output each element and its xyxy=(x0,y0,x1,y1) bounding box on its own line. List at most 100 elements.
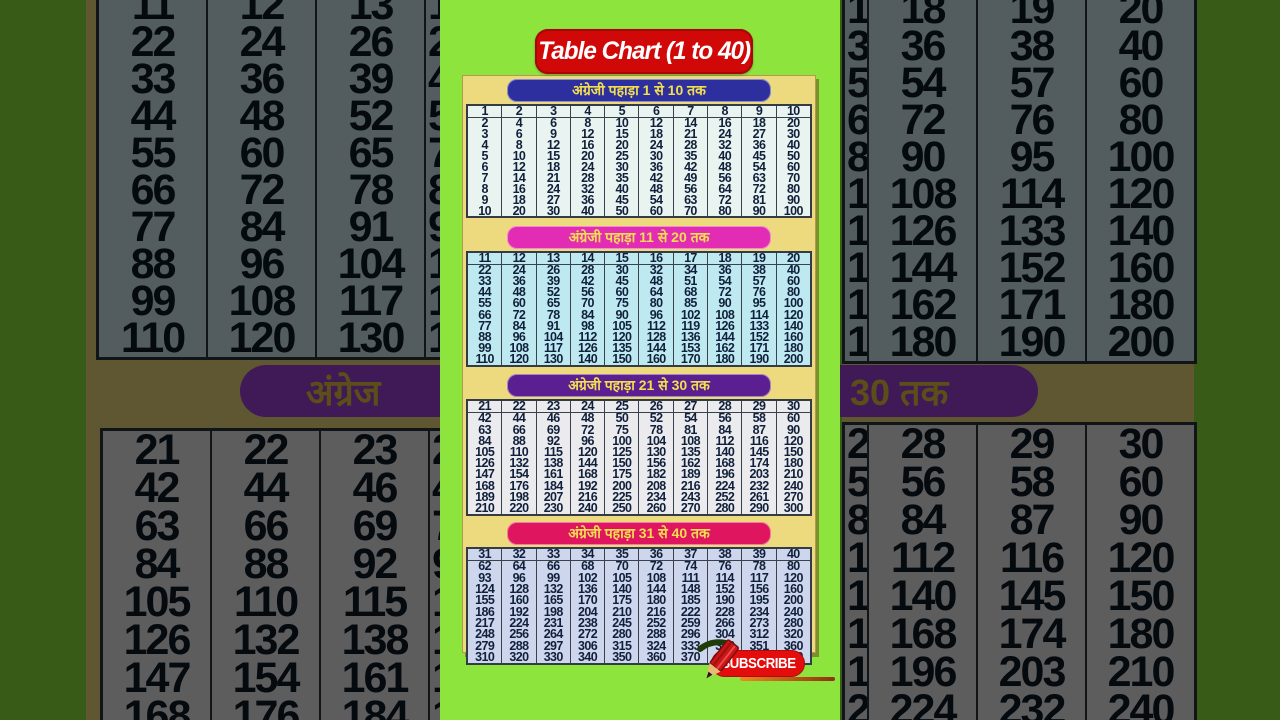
table-column: 32 64 96 128 160 192 224 256 288 320 xyxy=(502,548,537,663)
table-cell: 48 xyxy=(718,160,732,174)
table-cell: 81 xyxy=(752,193,766,207)
table-cell: 36 xyxy=(752,138,766,152)
subscribe-label: SUBSCRIBE xyxy=(720,655,796,672)
table-cell: 60 xyxy=(786,274,800,289)
table-cell: 175 xyxy=(612,467,632,482)
table-cell: 31 xyxy=(468,548,502,562)
table-column: 8 16 24 32 40 48 56 64 72 80 xyxy=(708,105,743,217)
table-cell: 6 xyxy=(481,160,488,174)
table-cell: 156 xyxy=(749,582,769,597)
table-cell: 90 xyxy=(718,296,732,311)
table-cell: 184 xyxy=(341,692,410,720)
table-cell: 217 xyxy=(475,615,495,630)
table-column: 20 40 60 80 100 120 140 160 180 200 xyxy=(1087,0,1194,364)
table-cell: 68 xyxy=(684,285,697,300)
table-cell: 153 xyxy=(847,281,869,329)
table-cell: 130 xyxy=(543,351,564,366)
table-cell: 132 xyxy=(232,616,301,664)
table-cell: 64 xyxy=(718,182,732,196)
table-cell: 90 xyxy=(786,422,800,437)
table-cell: 192 xyxy=(578,478,598,493)
table-cell: 72 xyxy=(718,193,732,207)
table-cell: 154 xyxy=(509,467,529,482)
table-cell: 203 xyxy=(749,467,769,482)
table-cell: 48 xyxy=(512,285,526,300)
table-cell: 63 xyxy=(684,193,697,207)
table-cell: 88 xyxy=(512,433,526,448)
table-cell: 18 xyxy=(900,0,947,33)
table-cell: 154 xyxy=(232,654,301,702)
table-cell: 87 xyxy=(752,422,766,437)
table-cell: 68 xyxy=(847,96,869,144)
table-cell: 102 xyxy=(847,170,869,218)
table-cell: 203 xyxy=(998,648,1067,696)
table-cell: 196 xyxy=(889,648,958,696)
band-text: अंग्रेज xyxy=(306,371,381,413)
table-cell: 161 xyxy=(341,654,410,702)
table-cell: 68 xyxy=(581,559,594,574)
table-cell: 34 xyxy=(684,263,697,278)
table-cell: 50 xyxy=(786,149,800,163)
table-cell: 112 xyxy=(890,534,956,582)
table-cell: 105 xyxy=(475,444,495,459)
table-cell: 180 xyxy=(646,593,667,608)
table-cell: 180 xyxy=(783,340,804,355)
table-cell: 40 xyxy=(581,204,594,218)
table-cell: 259 xyxy=(680,615,701,630)
table-cell: 152 xyxy=(715,582,735,597)
table-cell: 150 xyxy=(1107,572,1176,620)
table-cell: 70 xyxy=(615,559,629,574)
table-cell: 1 xyxy=(468,105,502,118)
table-cell: 135 xyxy=(847,572,869,620)
table-cell: 180 xyxy=(783,456,804,471)
table-cell: 27 xyxy=(546,193,560,207)
table-cell: 45 xyxy=(615,274,629,289)
table-cell: 27 xyxy=(673,400,708,414)
table-cell: 22 xyxy=(478,263,491,278)
table-cell: 135 xyxy=(680,444,701,459)
table-cell: 174 xyxy=(749,456,769,471)
table-cell: 112 xyxy=(646,318,666,333)
table-cell: 162 xyxy=(680,456,701,471)
table-cell: 120 xyxy=(783,307,804,322)
table-cell: 69 xyxy=(352,502,399,550)
table-cell: 18 xyxy=(708,252,742,266)
table-cell: 140 xyxy=(578,351,598,366)
table-cell: 95 xyxy=(1009,133,1056,181)
table-cell: 30 xyxy=(546,204,560,218)
table-cell: 155 xyxy=(475,593,495,608)
table-cell: 24 xyxy=(570,400,605,414)
table-cell: 60 xyxy=(1118,458,1165,506)
table-cell: 29 xyxy=(1009,420,1056,468)
table-cell: 216 xyxy=(646,604,667,619)
table-cell: 55 xyxy=(478,296,491,311)
table-cell: 104 xyxy=(543,329,564,344)
table-cell: 136 xyxy=(578,582,598,597)
table-cell: 243 xyxy=(680,489,701,504)
table-cell: 168 xyxy=(123,692,192,720)
table-cell: 64 xyxy=(512,559,526,574)
table-cell: 297 xyxy=(543,638,564,653)
table-cell: 110 xyxy=(233,578,299,626)
table-cell: 120 xyxy=(578,444,598,459)
table-cell: 96 xyxy=(512,570,526,585)
section-header: अंग्रेजी पहाड़ा 21 से 30 तक xyxy=(507,374,771,397)
pencil-icon xyxy=(696,637,746,685)
table-cell: 18 xyxy=(512,193,526,207)
table-cell: 148 xyxy=(680,582,701,597)
table-cell: 264 xyxy=(543,627,564,642)
table-cell: 58 xyxy=(1009,458,1056,506)
table-cell: 65 xyxy=(348,129,395,177)
table-cell: 36 xyxy=(649,160,663,174)
table-cell: 57 xyxy=(1009,59,1056,107)
table-cell: 272 xyxy=(578,627,598,642)
table-cell: 52 xyxy=(546,285,560,300)
table-cell: 48 xyxy=(649,182,663,196)
table-cell: 170 xyxy=(680,351,701,366)
table-cell: 216 xyxy=(680,478,701,493)
table-cell: 12 xyxy=(581,127,594,141)
table-cell: 87 xyxy=(1009,496,1056,544)
table-cell: 32 xyxy=(718,138,732,152)
table-cell: 147 xyxy=(475,467,495,482)
